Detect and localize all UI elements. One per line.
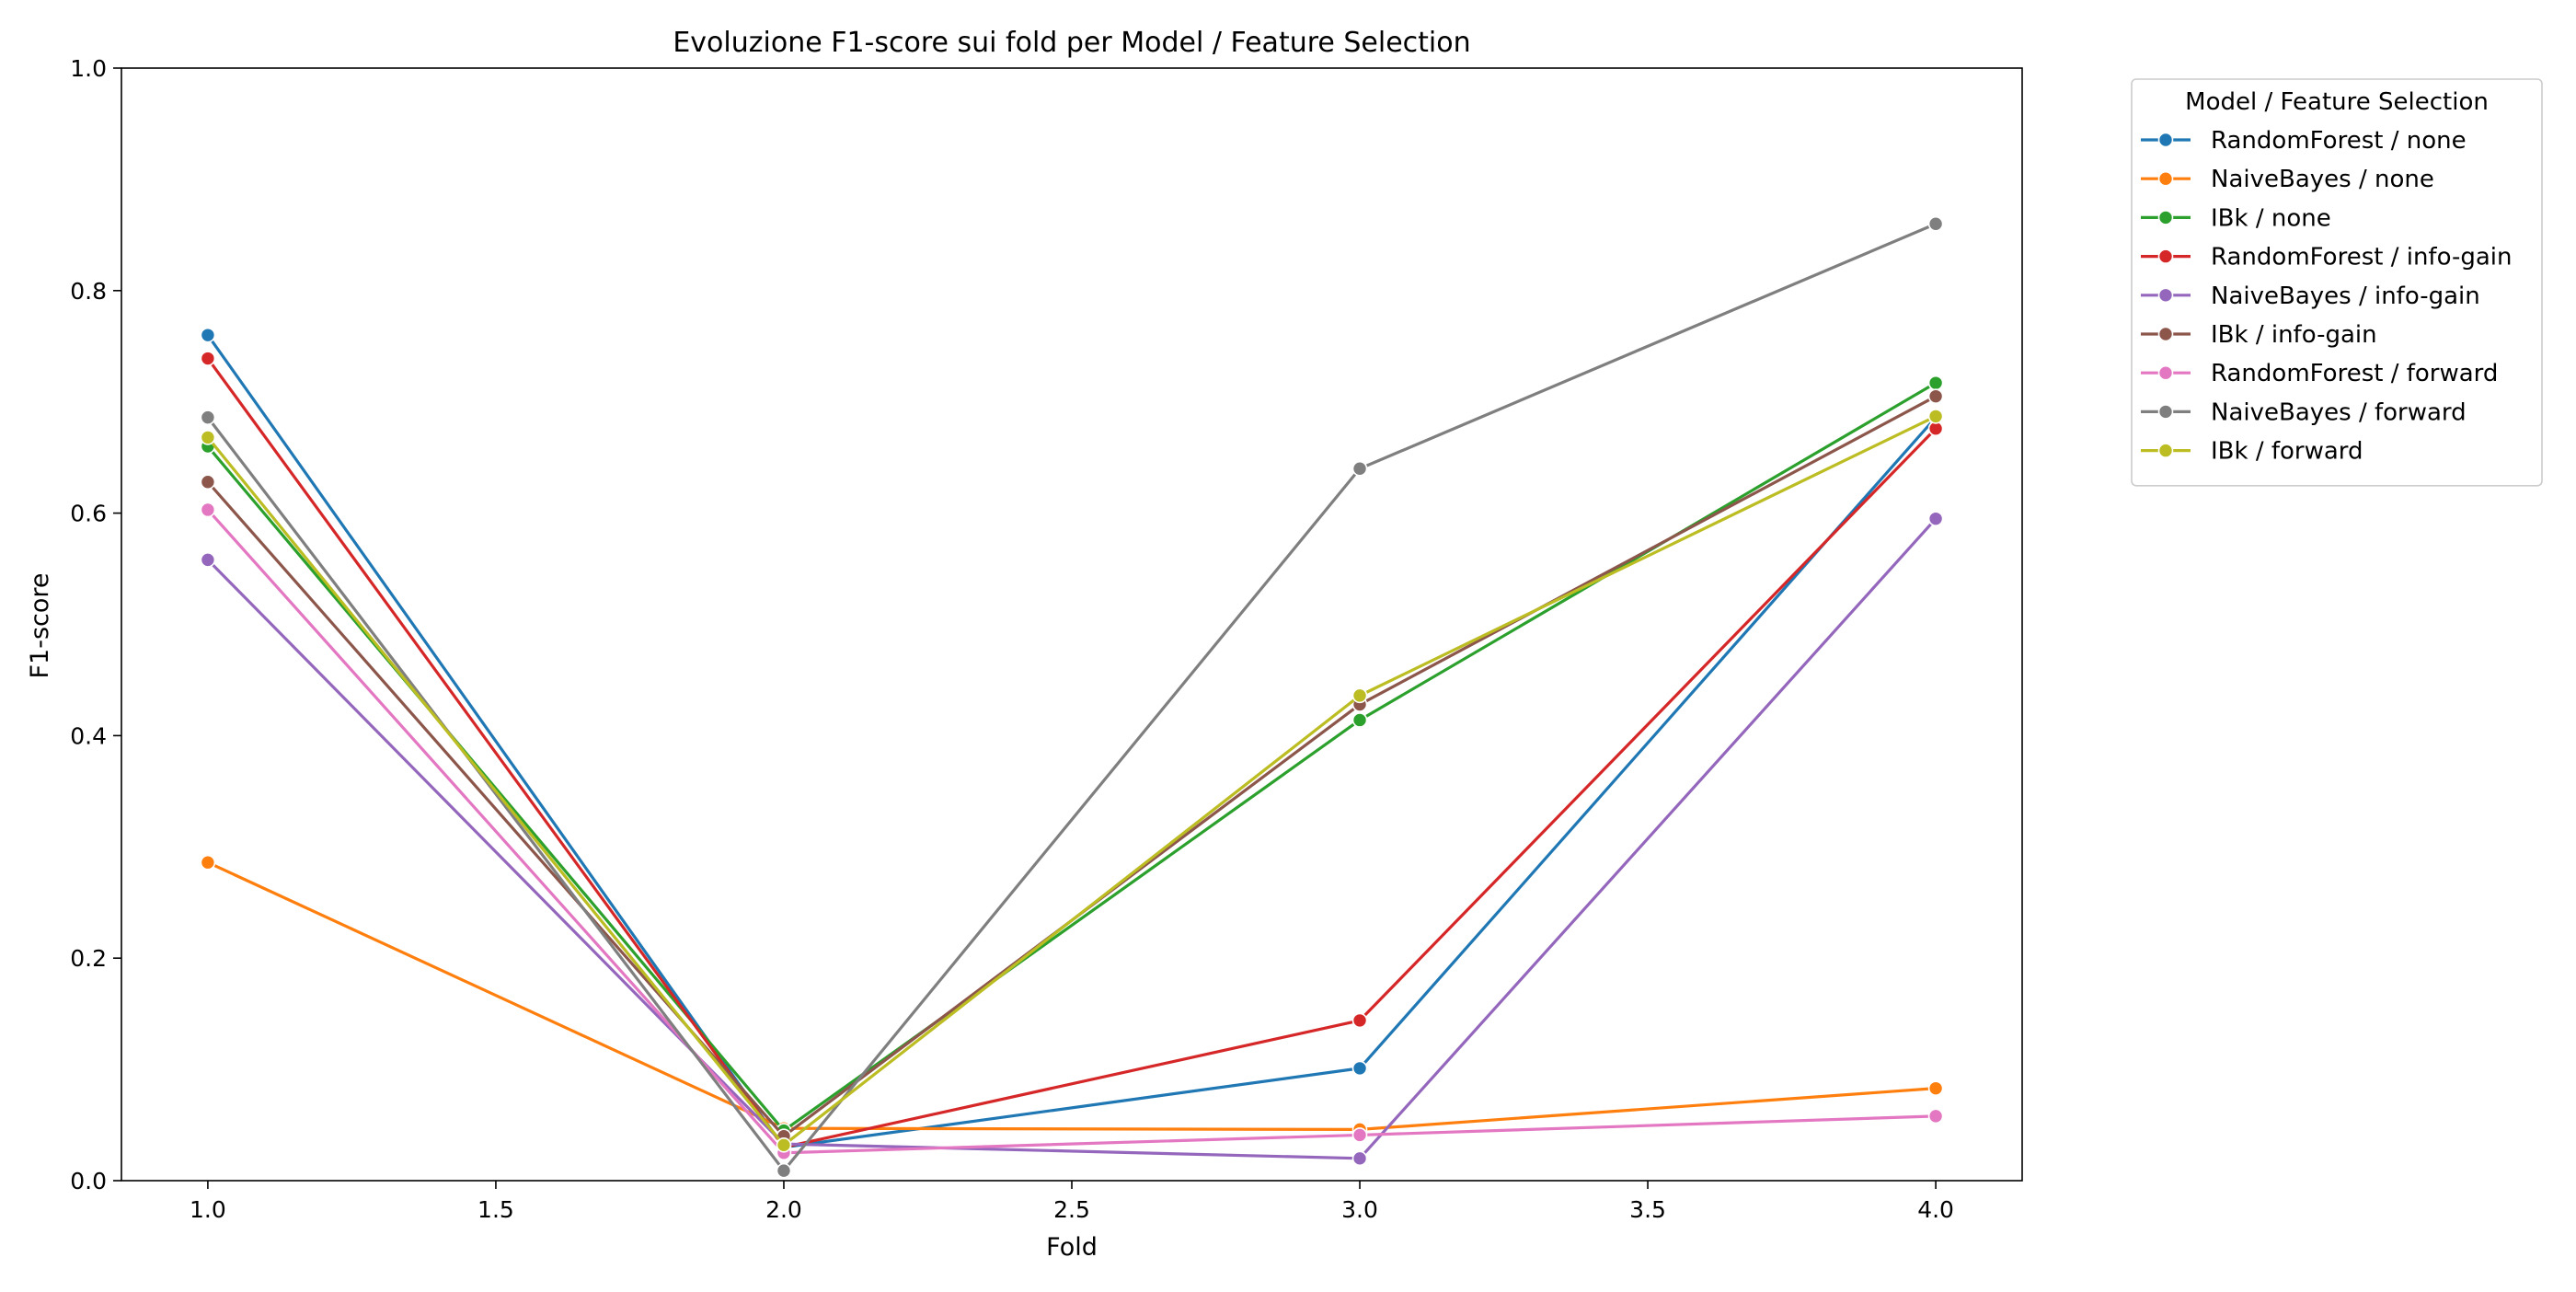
x-tick-label: 4.0 <box>1917 1196 1954 1223</box>
legend-swatch-marker <box>2157 287 2174 304</box>
legend-swatch-marker <box>2157 326 2174 342</box>
data-point <box>200 474 216 490</box>
series-8 <box>200 215 1944 1179</box>
x-tick-label: 2.0 <box>765 1196 802 1223</box>
series-line <box>206 333 1938 1149</box>
data-point <box>1351 1150 1368 1167</box>
data-point <box>1927 1108 1944 1125</box>
legend-swatch-marker <box>2157 170 2174 187</box>
y-axis-label: F1-score <box>26 572 54 678</box>
y-tick-label: 0.6 <box>70 501 107 527</box>
series-line <box>206 517 1938 1160</box>
y-tick-label: 0.8 <box>70 278 107 305</box>
x-tick-label: 3.0 <box>1341 1196 1378 1223</box>
legend-label: NaiveBayes / none <box>2211 166 2434 193</box>
data-point <box>200 410 216 425</box>
legend-box <box>2131 78 2543 487</box>
plot-area: 1.0 1.5 2.0 2.5 3.0 3.5 4.0 0.0 0.2 0.4 0.6 0.8 1.0 <box>70 55 2023 1223</box>
series-line <box>206 860 1938 1131</box>
data-point <box>1927 388 1944 404</box>
data-point <box>1927 511 1944 526</box>
data-point <box>1351 1127 1368 1143</box>
data-point <box>1927 1080 1944 1096</box>
data-point <box>1351 1012 1368 1029</box>
series-line <box>206 508 1938 1155</box>
y-tick-label: 0.4 <box>70 722 107 749</box>
legend-swatch-marker <box>2157 364 2174 381</box>
data-point <box>1927 375 1944 391</box>
y-tick-label: 1.0 <box>70 55 107 82</box>
data-point <box>1927 215 1944 232</box>
y-tick-label: 0.2 <box>70 945 107 972</box>
legend-item: NaiveBayes / forward <box>2141 398 2467 426</box>
series-9 <box>200 409 1944 1153</box>
legend-item: IBk / none <box>2141 204 2331 232</box>
legend-item: NaiveBayes / info-gain <box>2141 283 2480 310</box>
data-point <box>776 1137 792 1153</box>
chart-title: Evoluzione F1-score sui fold per Model /… <box>673 27 1470 59</box>
legend-swatch-marker <box>2157 443 2174 458</box>
legend-item: NaiveBayes / none <box>2141 166 2434 193</box>
legend-item: IBk / forward <box>2141 438 2363 466</box>
legend-label: NaiveBayes / info-gain <box>2211 283 2480 310</box>
series-line <box>206 356 1938 1149</box>
data-point <box>1351 1060 1368 1077</box>
legend-swatch-marker <box>2157 210 2174 225</box>
legend-item: RandomForest / info-gain <box>2141 244 2513 271</box>
data-point <box>1351 687 1368 704</box>
legend-label: IBk / info-gain <box>2211 321 2377 349</box>
x-tick-label: 3.5 <box>1629 1196 1666 1223</box>
x-tick-label: 1.5 <box>477 1196 514 1223</box>
legend-label: RandomForest / info-gain <box>2211 244 2513 271</box>
legend: Model / Feature Selection RandomForest / … <box>2131 78 2543 487</box>
legend-swatch-marker <box>2157 132 2174 148</box>
data-point <box>200 854 216 871</box>
data-point <box>1351 460 1368 477</box>
series-line <box>206 222 1938 1172</box>
data-point <box>200 327 216 343</box>
x-axis-label: Fold <box>1046 1233 1098 1262</box>
data-point <box>200 502 216 518</box>
legend-swatch-marker <box>2157 404 2174 420</box>
data-point <box>776 1162 792 1179</box>
x-tick-label: 1.0 <box>190 1196 226 1223</box>
y-axis-ticks: 0.0 0.2 0.4 0.6 0.8 1.0 <box>70 55 121 1194</box>
data-point <box>200 430 216 445</box>
legend-item: RandomForest / none <box>2141 127 2467 155</box>
legend-swatch-marker <box>2157 248 2174 264</box>
legend-label: IBk / none <box>2211 204 2331 232</box>
legend-label: RandomForest / forward <box>2211 360 2498 387</box>
x-axis-ticks: 1.0 1.5 2.0 2.5 3.0 3.5 4.0 <box>190 1181 1954 1223</box>
data-point <box>1927 409 1944 424</box>
legend-title: Model / Feature Selection <box>2185 88 2489 116</box>
y-tick-label: 0.0 <box>70 1168 107 1194</box>
data-point <box>200 351 216 366</box>
legend-item: IBk / info-gain <box>2141 321 2377 349</box>
legend-label: NaiveBayes / forward <box>2211 398 2467 426</box>
series-line <box>206 414 1938 1147</box>
data-point <box>1351 712 1368 728</box>
legend-item: RandomForest / forward <box>2141 360 2498 387</box>
legend-label: IBk / forward <box>2211 438 2363 466</box>
series-layer <box>200 215 1944 1179</box>
legend-label: RandomForest / none <box>2211 127 2467 155</box>
data-point <box>200 552 216 568</box>
x-tick-label: 2.5 <box>1053 1196 1090 1223</box>
